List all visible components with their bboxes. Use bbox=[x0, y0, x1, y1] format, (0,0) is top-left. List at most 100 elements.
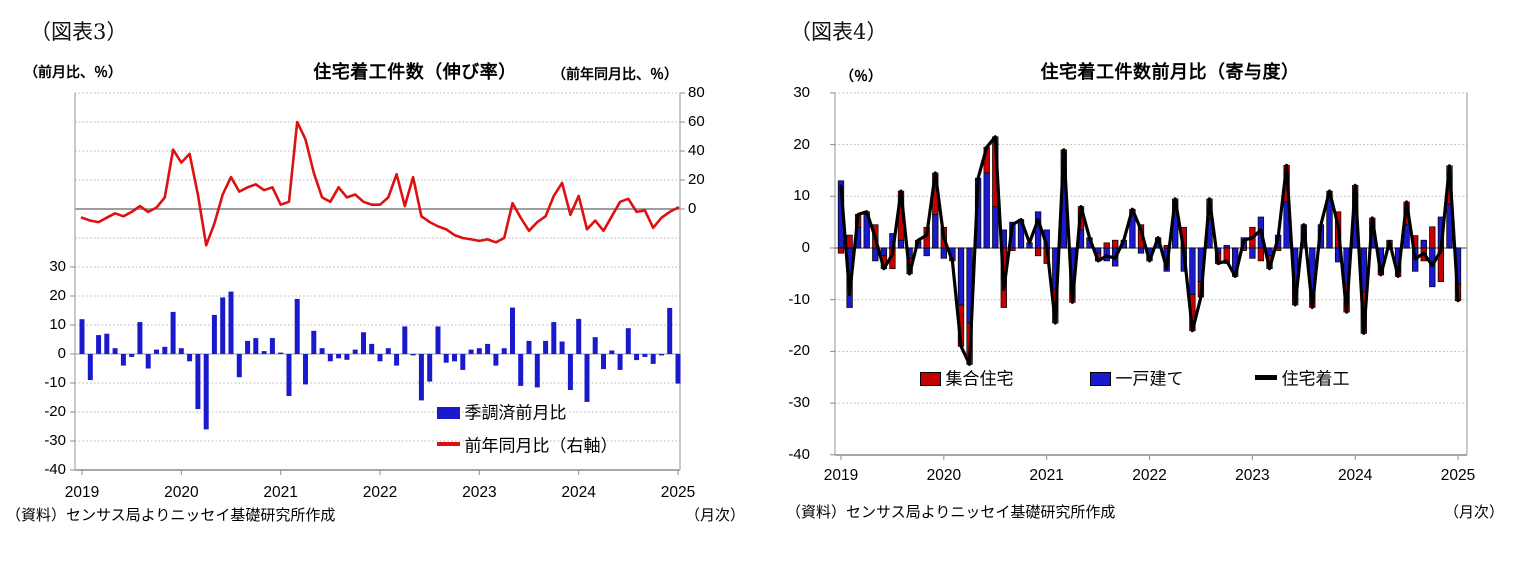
fig3-bar bbox=[443, 354, 449, 363]
fig3-bar bbox=[361, 332, 366, 355]
fig4-bar-single-family bbox=[992, 206, 999, 249]
fig3-bar bbox=[104, 333, 110, 354]
blue-bar-swatch-icon-2 bbox=[1090, 371, 1111, 386]
figure3-legend-item-line: 前年同月比（右軸） bbox=[437, 437, 617, 455]
fig3-bar bbox=[253, 338, 259, 354]
fig3-bar bbox=[402, 326, 408, 354]
fig3-bar bbox=[659, 354, 664, 356]
fig3-bar bbox=[576, 318, 582, 354]
fig3-bar bbox=[311, 330, 317, 354]
fig3-bar bbox=[162, 346, 168, 355]
fig3-bar bbox=[195, 354, 201, 410]
fig3-bar bbox=[344, 354, 350, 360]
fig3-bar bbox=[352, 349, 358, 354]
fig4-year-tick-label: 2022 bbox=[1132, 467, 1167, 484]
fig3-bar bbox=[518, 354, 524, 386]
fig4-y-axis-tick-label: -30 bbox=[788, 394, 810, 412]
fig3-bar bbox=[294, 298, 300, 354]
fig3-right-axis-tick-label: 60 bbox=[688, 113, 705, 130]
fig3-bar bbox=[625, 328, 631, 354]
fig4-bar-single-family bbox=[957, 247, 965, 306]
fig3-bar bbox=[468, 349, 474, 354]
fig3-left-axis-tick-label: 30 bbox=[49, 258, 66, 275]
fig3-bar bbox=[543, 340, 549, 354]
fig3-bar bbox=[178, 348, 184, 354]
figure3-frequency-note: （月次） bbox=[684, 507, 745, 524]
fig3-bar bbox=[236, 354, 242, 378]
fig3-bar bbox=[435, 326, 441, 354]
fig4-bar-single-family bbox=[932, 214, 939, 249]
fig3-left-axis-tick-label: -10 bbox=[44, 374, 66, 391]
fig3-bar bbox=[534, 354, 540, 388]
fig3-right-axis-tick-label: 40 bbox=[688, 142, 705, 159]
fig3-bar bbox=[79, 319, 85, 354]
fig4-total-line bbox=[839, 135, 1460, 366]
fig4-y-axis-tick-label: 30 bbox=[793, 83, 810, 101]
fig4-bar-multi-family bbox=[1034, 247, 1042, 257]
fig4-bar-single-family bbox=[1223, 245, 1230, 249]
figure4-legend-single-label: 一戸建て bbox=[1115, 369, 1184, 389]
fig3-right-axis-tick-label: 80 bbox=[688, 84, 705, 101]
fig3-bar bbox=[96, 335, 102, 354]
fig3-bar bbox=[187, 354, 193, 362]
fig3-right-axis-tick-label: 0 bbox=[688, 200, 697, 217]
fig3-bar bbox=[592, 337, 598, 354]
fig4-year-tick-label: 2019 bbox=[823, 467, 859, 484]
fig3-bar bbox=[410, 354, 416, 356]
fig3-bar bbox=[154, 349, 159, 354]
fig4-bar-single-family bbox=[923, 247, 930, 257]
fig3-bar bbox=[634, 354, 640, 361]
fig3-bar bbox=[336, 354, 342, 359]
fig3-bar bbox=[220, 297, 226, 354]
figure4-axis-caption: （％） bbox=[840, 68, 882, 84]
fig4-y-axis-tick-label: -40 bbox=[788, 445, 810, 463]
fig3-left-axis-tick-label: -20 bbox=[44, 403, 66, 420]
fig4-bar-single-family bbox=[940, 247, 947, 259]
fig4-bar-multi-family bbox=[1103, 242, 1110, 249]
fig3-bar bbox=[642, 354, 648, 357]
fig3-year-tick-label: 2020 bbox=[164, 484, 199, 501]
fig3-bar bbox=[460, 354, 466, 370]
fig3-bar bbox=[245, 340, 251, 354]
figure4-legend-multi-label: 集合住宅 bbox=[945, 369, 1014, 389]
fig4-y-axis-tick-label: 10 bbox=[793, 187, 810, 205]
figure3-source-note: （資料）センサス局よりニッセイ基礎研究所作成 bbox=[6, 507, 336, 524]
fig4-year-tick-label: 2020 bbox=[926, 467, 962, 484]
red-line-swatch-icon bbox=[437, 442, 460, 447]
fig3-left-axis-tick-label: -40 bbox=[44, 461, 66, 478]
figure4-frequency-note: （月次） bbox=[1443, 504, 1504, 521]
fig4-bar-multi-family bbox=[846, 234, 853, 249]
fig3-bar bbox=[228, 291, 234, 354]
fig3-bar bbox=[567, 354, 573, 390]
fig3-bar bbox=[418, 354, 424, 401]
fig3-year-tick-label: 2023 bbox=[462, 484, 497, 501]
fig3-bar bbox=[394, 354, 400, 366]
fig3-bar bbox=[261, 351, 267, 354]
fig4-y-axis-tick-label: 20 bbox=[793, 135, 810, 153]
fig4-bar-single-family bbox=[1137, 247, 1145, 254]
fig3-yoy-line bbox=[80, 120, 680, 247]
fig4-bar-multi-family bbox=[837, 247, 845, 254]
fig3-bar bbox=[510, 307, 515, 354]
fig3-bar bbox=[675, 354, 681, 384]
fig4-bar-single-family bbox=[897, 239, 905, 249]
fig4-year-tick-label: 2021 bbox=[1029, 467, 1064, 484]
figure4-legend-item-multi: 集合住宅 bbox=[920, 370, 1013, 388]
fig3-left-axis-tick-label: -30 bbox=[44, 432, 66, 449]
fig3-bar bbox=[650, 354, 656, 364]
fig4-y-axis-tick-label: -20 bbox=[788, 342, 810, 360]
fig4-bar-single-family bbox=[1429, 247, 1436, 288]
fig3-bar bbox=[559, 341, 565, 354]
fig4-year-tick-label: 2023 bbox=[1235, 467, 1270, 484]
fig3-bar bbox=[667, 307, 673, 354]
fig4-bar-multi-family bbox=[1257, 247, 1265, 262]
fig4-bar-single-family bbox=[1249, 247, 1256, 259]
fig3-bar bbox=[87, 354, 93, 381]
fig3-bar bbox=[145, 354, 151, 369]
figure4-label: （図表4） bbox=[790, 20, 888, 44]
blue-bar-swatch-icon bbox=[437, 406, 460, 419]
figure3-right-axis-caption: （前年同月比、％） bbox=[552, 66, 678, 82]
fig3-year-tick-label: 2019 bbox=[64, 484, 100, 501]
fig3-year-tick-label: 2022 bbox=[362, 484, 398, 501]
